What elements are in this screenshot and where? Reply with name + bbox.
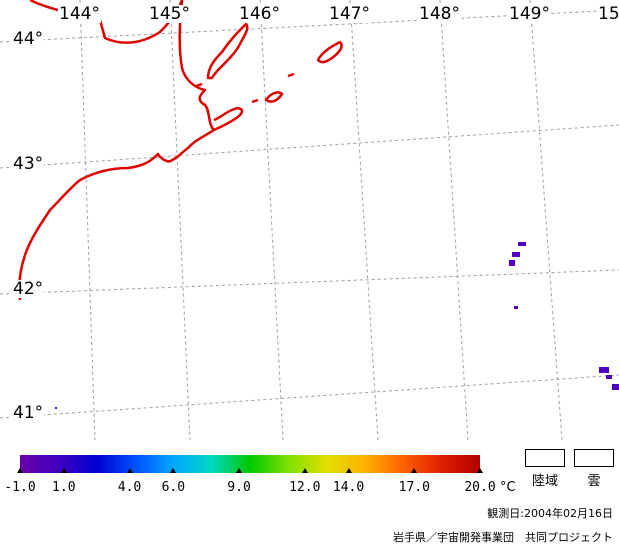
cloud-b [512, 252, 520, 257]
cloud-legend-label: 雲 [587, 474, 601, 489]
lon-label-149: 149° [508, 4, 551, 24]
lon-line-145 [169, 0, 191, 440]
cloud-f [606, 375, 612, 379]
lat-line-41 [0, 374, 619, 419]
colorbar-tick-mark [301, 468, 308, 473]
cloud-a [518, 242, 526, 246]
temperature-unit: °C [500, 480, 516, 495]
coast-nemuro [213, 107, 244, 132]
coast-etorofu [316, 40, 343, 64]
observation-date: 観測日:2004年02月16日 [487, 507, 613, 520]
colorbar-tick-label: 6.0 [161, 480, 186, 495]
lon-label-150: 15 [597, 4, 619, 24]
sst-map [0, 0, 619, 440]
colorbar-tick-label: 1.0 [52, 480, 76, 495]
coast-shiretoko [17, 0, 216, 301]
colorbar-tick-label: 20.0 [464, 480, 496, 495]
colorbar-tick-mark [170, 468, 177, 473]
lat-label-44: 44° [12, 29, 45, 49]
lat-label-42: 42° [12, 279, 45, 299]
cloud-c [509, 260, 515, 266]
coast-kunashiri [206, 22, 249, 80]
lon-label-148: 148° [418, 4, 461, 24]
lat-line-42 [0, 269, 619, 295]
lon-line-148 [439, 0, 469, 440]
colorbar-tick-mark [345, 468, 352, 473]
cloud-g [612, 384, 619, 390]
land-legend-swatch [525, 449, 565, 467]
coast-islet-a [195, 82, 203, 88]
coast-habomai [251, 72, 295, 104]
colorbar-tick-label: 17.0 [398, 480, 430, 495]
lon-line-146 [259, 0, 284, 440]
colorbar-tick-label: 9.0 [227, 480, 251, 495]
colorbar-tick-label: -1.0 [4, 480, 36, 495]
lon-label-147: 147° [328, 4, 371, 24]
lon-line-144 [79, 0, 96, 440]
lat-line-43 [0, 124, 619, 169]
colorbar-tick-label: 14.0 [332, 480, 365, 495]
land-legend-label: 陸域 [531, 474, 559, 489]
temperature-colorbar [20, 455, 480, 473]
cloud-e [599, 367, 609, 373]
lon-label-146: 146° [238, 4, 281, 24]
colorbar-tick-mark [126, 468, 133, 473]
cloud-h [55, 407, 57, 409]
lat-label-41: 41° [12, 403, 45, 423]
colorbar-tick-label: 12.0 [289, 480, 321, 495]
lon-line-147 [349, 0, 379, 440]
map-background [0, 0, 619, 440]
lat-label-43: 43° [12, 154, 45, 174]
coast-shikotan [264, 91, 284, 103]
lon-label-144: 144° [58, 4, 101, 24]
cloud-legend-swatch [574, 449, 614, 467]
colorbar-tick-mark [411, 468, 418, 473]
colorbar-tick-label: 4.0 [117, 480, 142, 495]
colorbar-tick-mark [477, 468, 483, 473]
colorbar-tick-mark [17, 468, 23, 473]
credit-text: 岩手県／宇宙開発事業団 共同プロジェクト [393, 531, 613, 544]
lon-line-149 [529, 0, 563, 440]
lon-label-145: 145° [148, 4, 191, 24]
cloud-d [514, 306, 518, 309]
colorbar-tick-mark [60, 468, 67, 473]
colorbar-tick-mark [236, 468, 243, 473]
graticule [0, 0, 619, 440]
cloud-pixels [55, 242, 619, 409]
